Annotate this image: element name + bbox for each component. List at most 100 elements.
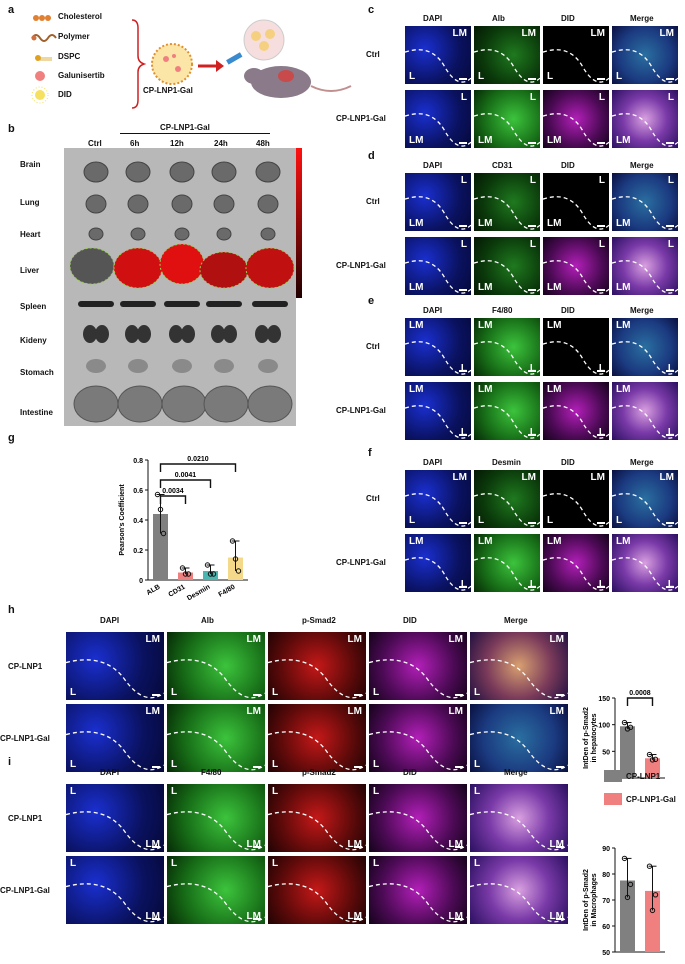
data-point [652,756,659,763]
tissue-mark-tl: LM [616,384,631,395]
micrograph-e-0-1: LM L [474,318,540,376]
tissue-mark-bl: L [474,759,481,770]
micrograph-i-1-2: L LM [268,856,366,924]
y-axis-label: IntDen of p-Smad2in Macrophages [583,869,598,931]
tissue-mark-tr: LM [659,28,674,39]
tissue-mark-br: LM [549,911,564,922]
panel-label-e: e [368,295,375,307]
micrograph-c-1-3: L LM [612,90,678,148]
tissue-mark-br: LM [246,911,261,922]
tissue-mark-br: L [598,363,605,374]
scale-bar [354,694,362,696]
data-point [182,571,189,577]
col-24h: 24h [214,139,228,148]
scale-bar [556,846,564,848]
tissue-mark-tl: LM [478,536,493,547]
scale-bar [528,142,536,144]
header-h-1: Alb [201,616,214,625]
scale-bar [597,142,605,144]
micrograph-e-0-0: LM L [405,318,471,376]
boundary-line [405,49,471,83]
panel-label-d: d [368,150,375,162]
legend-cholesterol: Cholesterol [58,12,103,21]
scale-bar [459,289,467,291]
header-e-2: DID [561,306,575,315]
header-c-3: Merge [630,14,654,23]
row-intestine: Intestine [20,408,53,417]
col-48h: 48h [256,139,270,148]
micrograph-h-1-0: LM L [66,704,164,772]
tissue-mark-tr: L [529,92,536,103]
boundary-line [405,405,471,439]
legend-lnp1: CP-LNP1 [626,772,661,781]
tissue-mark-tl: LM [547,384,562,395]
chart-i: 50 60 70 80 90 IntDen of p-Smad2in Macrophage… [583,846,665,957]
panel-label-c: c [368,4,375,16]
scale-bar [666,289,674,291]
tissue-mark-bl: L [547,515,554,526]
row-liver: Liver [20,266,40,275]
scale-bar [528,225,536,227]
y-tick-label: 100 [598,723,610,730]
scale-bar [459,434,467,436]
header-d-0: DAPI [423,161,443,170]
micrograph-i-1-0: L LM [66,856,164,924]
tissue-mark-tr: LM [549,706,564,717]
bar [645,890,660,952]
tissue-mark-tl: L [373,858,380,869]
boundary-line [543,341,609,375]
tissue-mark-br: LM [347,839,362,850]
legend-galunisertib: Galunisertib [58,71,105,80]
tissue-mark-br: L [529,363,536,374]
legend-dspc: DSPC [58,52,81,61]
micrograph-f-0-0: LM L [405,470,471,528]
scale-bar [253,846,261,848]
micrograph-i-0-4: L LM [470,784,568,852]
micrograph-d-1-2: L LM [543,237,609,295]
y-tick-label: 0 [139,578,143,585]
tissue-mark-br: LM [448,911,463,922]
data-point [207,571,214,577]
tissue-mark-tr: LM [521,472,536,483]
scale-bar [666,78,674,80]
boundary-line [612,113,678,147]
tissue-mark-tr: LM [448,706,463,717]
tissue-mark-tl: L [171,786,178,797]
y-tick-label: 0.6 [133,488,143,495]
tissue-mark-tr: LM [145,706,160,717]
dspc-icon [35,55,52,61]
y-tick-label: 0.4 [133,518,143,525]
boundary-line [612,493,678,527]
scale-bar [455,766,463,768]
scale-bar [253,766,261,768]
micrograph-e-1-3: LM L [612,382,678,440]
scale-bar [354,766,362,768]
tissue-mark-bl: L [478,71,485,82]
galunisertib-icon [35,71,45,81]
micrograph-h-0-2: LM L [268,632,366,700]
row-label-h-gal: CP-LNP1-Gal [0,734,50,743]
tissue-mark-br: L [529,579,536,590]
boundary-line [405,557,471,591]
boundary-line [543,493,609,527]
scale-bar [528,522,536,524]
boundary-line [66,883,164,923]
scale-bar [556,918,564,920]
p-value-label: 0.0210 [187,456,209,463]
scale-bar [152,918,160,920]
row-label-c-gal: CP-LNP1-Gal [336,114,386,123]
tissue-mark-bl: L [474,687,481,698]
data-point [621,855,628,862]
scale-bar [666,370,674,372]
scale-bar [528,370,536,372]
boundary-line [612,341,678,375]
micrograph-i-0-2: L LM [268,784,366,852]
tissue-mark-tr: LM [347,706,362,717]
boundary-line [612,405,678,439]
boundary-line [268,811,366,851]
legend-icons [31,15,57,104]
micrograph-h-1-4: LM L [470,704,568,772]
boundary-line [369,883,467,923]
data-point [646,863,653,869]
bar [203,571,218,580]
